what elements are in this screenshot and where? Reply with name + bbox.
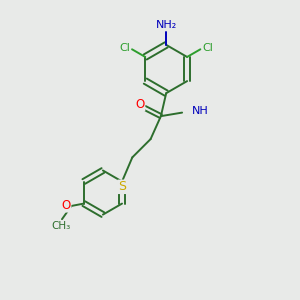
Text: S: S <box>118 180 126 193</box>
Text: Cl: Cl <box>202 43 213 52</box>
Text: Cl: Cl <box>119 43 130 52</box>
Text: NH₂: NH₂ <box>156 20 177 30</box>
Text: NH: NH <box>191 106 208 116</box>
Text: O: O <box>135 98 145 111</box>
Text: CH₃: CH₃ <box>52 221 71 231</box>
Text: O: O <box>61 199 71 212</box>
